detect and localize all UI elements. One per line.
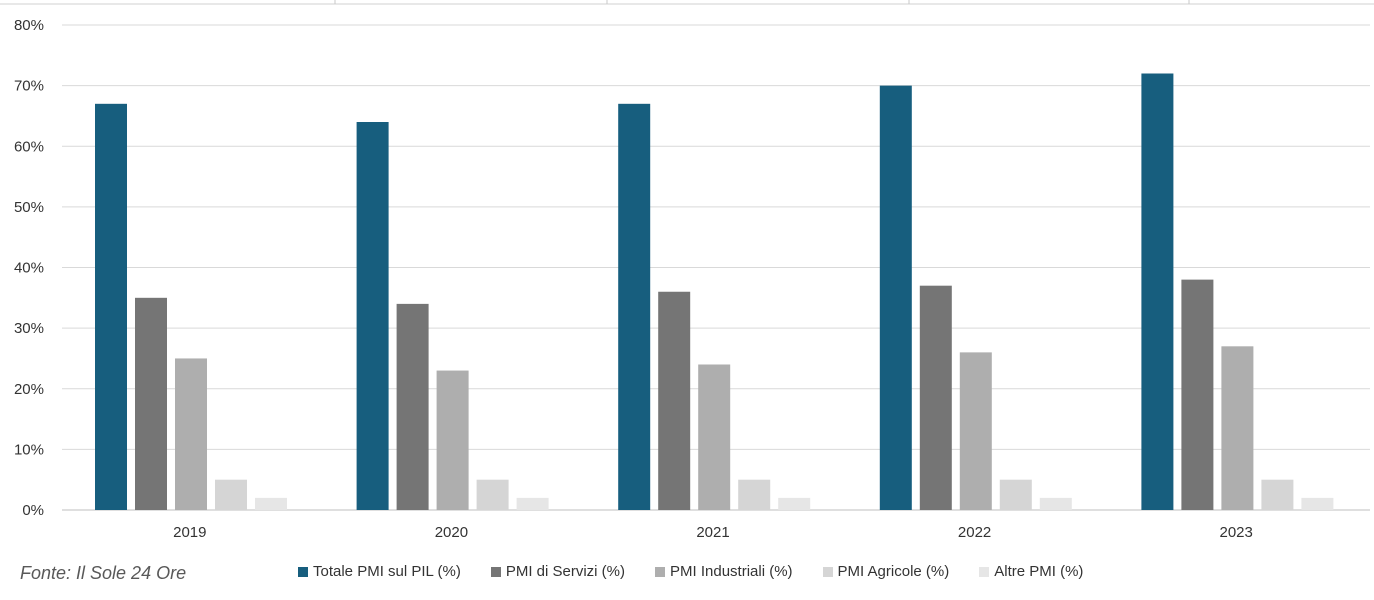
x-tick-label: 2021 — [696, 524, 729, 541]
legend-item: PMI Agricole (%) — [822, 563, 950, 580]
y-tick-label: 40% — [14, 260, 44, 277]
legend-label: PMI Industriali (%) — [670, 563, 793, 580]
y-tick-label: 10% — [14, 441, 44, 458]
y-tick-label: 60% — [14, 138, 44, 155]
legend-swatch — [655, 566, 666, 577]
bar-pmi-di-servizi-2020 — [396, 303, 429, 510]
bar-pmi-agricole-2020 — [476, 479, 509, 510]
bar-altre-pmi-2021 — [778, 497, 811, 510]
bar-pmi-agricole-2023 — [1261, 479, 1294, 510]
legend-item: PMI di Servizi (%) — [490, 563, 626, 580]
bar-pmi-industriali-2023 — [1221, 346, 1254, 510]
x-tick-label: 2022 — [958, 524, 991, 541]
bar-pmi-industriali-2021 — [698, 364, 731, 510]
bar-totale-pmi-sul-pil-2021 — [618, 103, 651, 510]
bar-altre-pmi-2022 — [1039, 497, 1072, 510]
bar-totale-pmi-sul-pil-2020 — [356, 122, 389, 510]
legend-swatch — [822, 566, 833, 577]
legend-label: PMI di Servizi (%) — [505, 563, 626, 580]
bars — [95, 73, 1334, 510]
y-tick-label: 0% — [22, 502, 44, 519]
legend: Totale PMI sul PIL (%) PMI di Servizi (%)… — [298, 563, 1083, 580]
bar-totale-pmi-sul-pil-2019 — [95, 103, 127, 510]
x-tick-label: 2023 — [1220, 524, 1253, 541]
x-axis-ticks: 2019 2020 2021 2022 2023 — [173, 524, 1253, 541]
y-tick-label: 50% — [14, 199, 44, 216]
bar-pmi-agricole-2019 — [215, 479, 247, 510]
bar-pmi-di-servizi-2021 — [658, 291, 691, 510]
legend-item: Altre PMI (%) — [979, 563, 1083, 580]
bar-pmi-industriali-2022 — [959, 352, 992, 510]
legend-swatch — [979, 566, 990, 577]
bar-pmi-di-servizi-2019 — [135, 297, 167, 510]
legend-item: PMI Industriali (%) — [655, 563, 793, 580]
y-tick-label: 70% — [14, 78, 44, 95]
legend-item: Totale PMI sul PIL (%) — [298, 563, 461, 580]
y-axis-ticks: 0% 10% 20% 30% 40% 50% 60% 70% 80% — [14, 17, 44, 519]
bar-totale-pmi-sul-pil-2022 — [879, 85, 912, 510]
bar-altre-pmi-2023 — [1301, 497, 1334, 510]
bar-pmi-industriali-2020 — [436, 370, 469, 510]
bar-altre-pmi-2020 — [516, 497, 549, 510]
bar-pmi-di-servizi-2022 — [919, 285, 952, 510]
bar-pmi-agricole-2022 — [999, 479, 1032, 510]
bar-pmi-agricole-2021 — [738, 479, 771, 510]
bar-altre-pmi-2019 — [255, 497, 287, 510]
x-tick-label: 2019 — [173, 524, 206, 541]
legend-label: Totale PMI sul PIL (%) — [313, 563, 461, 580]
legend-label: Altre PMI (%) — [994, 563, 1084, 580]
legend-label: PMI Agricole (%) — [837, 563, 950, 580]
x-tick-label: 2020 — [435, 524, 468, 541]
bar-pmi-di-servizi-2023 — [1181, 279, 1214, 510]
bar-totale-pmi-sul-pil-2023 — [1141, 73, 1174, 510]
y-tick-label: 80% — [14, 17, 44, 34]
y-tick-label: 30% — [14, 320, 44, 337]
bar-pmi-industriali-2019 — [175, 358, 207, 510]
legend-swatch — [298, 566, 308, 577]
legend-swatch — [490, 566, 501, 577]
y-tick-label: 20% — [14, 381, 44, 398]
source-note: Fonte: Il Sole 24 Ore — [20, 563, 187, 583]
